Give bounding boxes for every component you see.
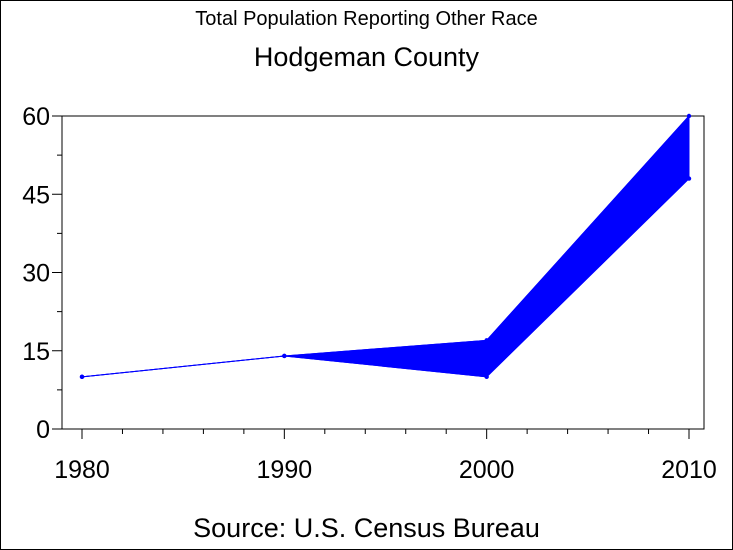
x-tick-label: 2010 xyxy=(661,456,717,484)
chart-title: Total Population Reporting Other Race xyxy=(195,8,538,30)
data-point xyxy=(282,353,287,359)
y-tick-label: 15 xyxy=(22,338,50,366)
y-tick-label: 30 xyxy=(22,260,50,288)
series-layer xyxy=(79,113,692,380)
data-point xyxy=(484,374,489,380)
y-axis: 0 15 30 45 60 xyxy=(22,103,62,444)
x-tick-label: 1980 xyxy=(54,456,110,484)
data-point xyxy=(686,176,692,181)
data-point xyxy=(79,374,85,380)
y-tick-label: 60 xyxy=(22,103,50,131)
chart-subtitle: Hodgeman County xyxy=(253,42,480,72)
source-note: Source: U.S. Census Bureau xyxy=(193,513,540,543)
series-line-1 xyxy=(81,178,690,378)
y-tick-label: 45 xyxy=(22,181,50,209)
series-band xyxy=(81,114,690,378)
plot-area xyxy=(61,115,705,430)
y-tick-label: 0 xyxy=(36,416,50,444)
x-tick-label: 1990 xyxy=(257,456,313,484)
x-tick-label: 2000 xyxy=(459,456,515,484)
data-point xyxy=(686,113,692,119)
data-point xyxy=(484,338,489,343)
x-axis: 1980 1990 2000 2010 xyxy=(54,429,717,484)
series-line-2 xyxy=(81,115,690,378)
